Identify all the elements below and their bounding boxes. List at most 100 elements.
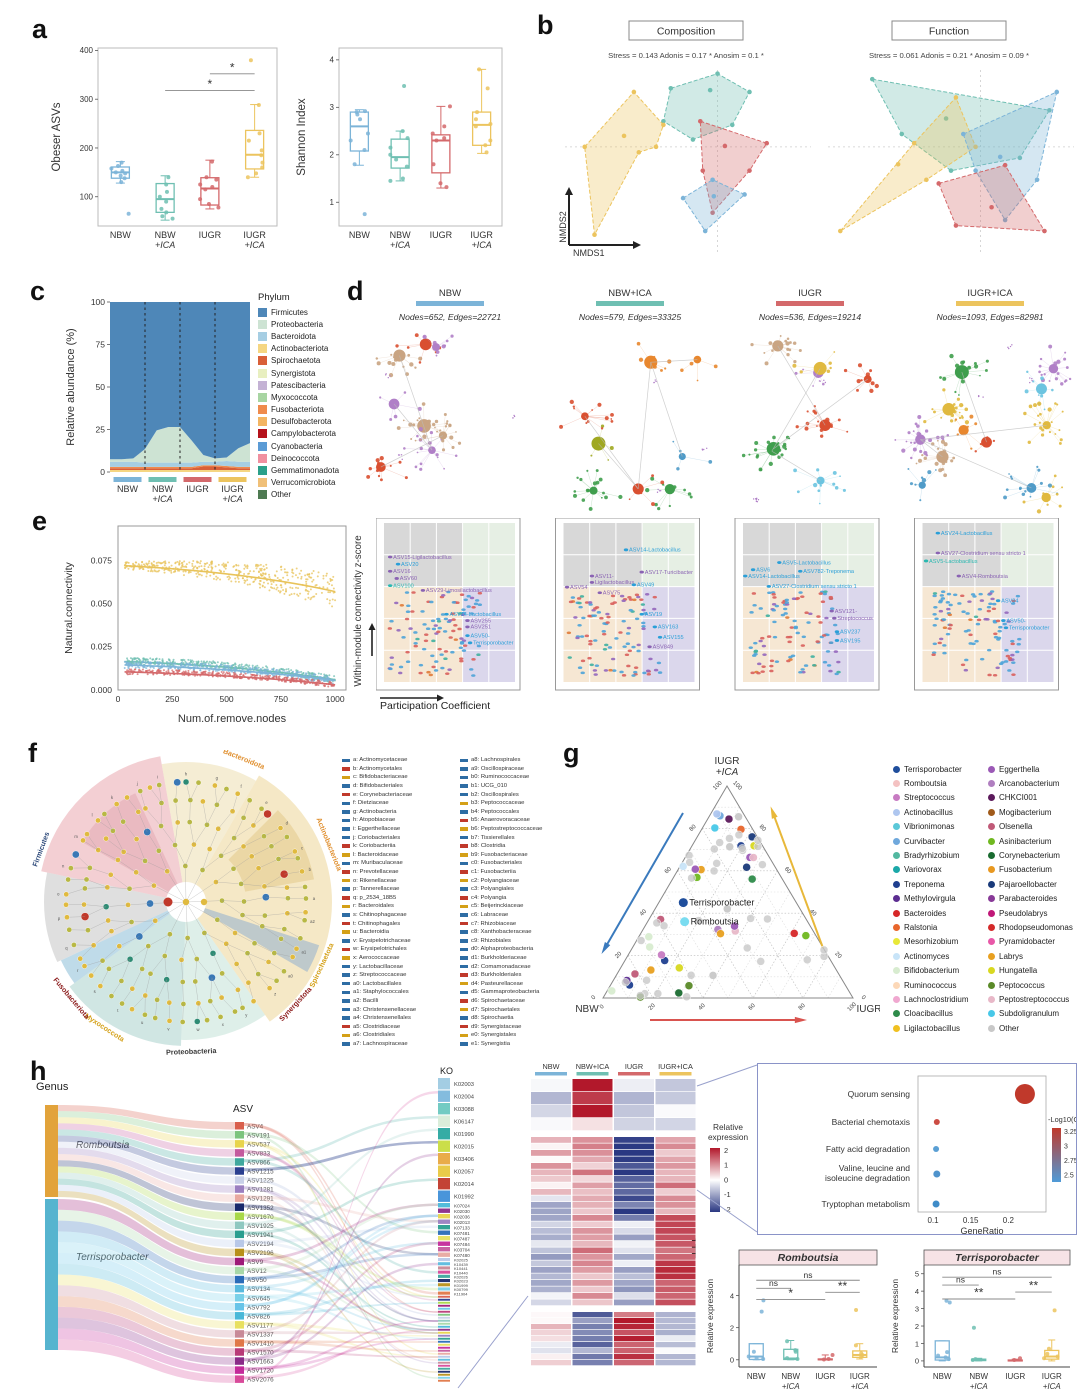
natural-connectivity-scatter: 0.000 0.025 0.050 0.075 0 250 500 750 1000 Natura… [58,516,356,728]
legend-item: i: Eggerthellaceae [342,825,416,834]
legend-item: d7: Spirochaetales [460,1005,542,1014]
networks-svg: NBW Nodes=652, Edges=22721 NBW+ICA Nodes=57… [366,288,1072,514]
legend-item: Cloacibacillus [893,1007,968,1021]
svg-text:+ICA: +ICA [390,240,410,250]
svg-text:+ICA: +ICA [851,1382,869,1391]
svg-text:NBW+ICA: NBW+ICA [608,288,652,299]
svg-text:ASV195: ASV195 [840,638,861,644]
legend-item: Bradyrhizobium [893,848,968,862]
legend-item: a3: Christensenellaceae [342,1005,416,1014]
svg-text:ASV1570: ASV1570 [247,1350,274,1357]
legend-item: c: Bifidobacteriaceae [342,773,416,782]
svg-text:ns: ns [993,1267,1002,1277]
svg-text:Stress = 0.061 Adonis = 0.21: Stress = 0.061 Adonis = 0.21 * Anosim = … [869,51,1029,60]
svg-text:ASV49: ASV49 [637,583,654,589]
legend-item: Peptococcus [988,978,1073,992]
legend-item: c9: Rhizobiales [460,936,542,945]
panel-label-b: b [537,10,554,40]
svg-text:K03088: K03088 [454,1107,474,1113]
svg-text:1: 1 [724,1161,728,1170]
legend-item: Arcanobacterium [988,776,1073,790]
legend-item: Rhodopseudomonas [988,920,1073,934]
svg-text:m: m [74,834,78,839]
svg-text:0: 0 [860,995,867,1002]
legend-item: Actinobacillus [893,805,968,819]
legend-item: c1: Fusobacteriia [460,868,542,877]
svg-text:NBW: NBW [747,1372,766,1381]
legend-item: Curvibacter [893,834,968,848]
svg-text:Natural.connectivity: Natural.connectivity [63,561,75,653]
svg-text:ASV1291: ASV1291 [247,1196,274,1203]
svg-text:NBW: NBW [117,484,139,494]
svg-text:Terrisporobacter: Terrisporobacter [1009,626,1050,632]
legend-item: a: Actinomycetaceae [342,756,416,765]
svg-text:Num.of.remove.nodes: Num.of.remove.nodes [178,713,287,725]
svg-text:d: d [286,821,289,826]
svg-text:IUGR: IUGR [470,230,493,240]
legend-item: b: Actinomycetales [342,765,416,774]
svg-text:ASV4: ASV4 [247,1123,264,1130]
svg-text:*: * [788,1286,793,1300]
legend-item: l: Bacteroidaceae [342,851,416,860]
svg-text:Within-module connectivity z-s: Within-module connectivity z-score [353,535,364,687]
phylum-legend: Phylum Firmicutes Proteobacteria Bacteroido… [258,292,339,501]
legend-item: Myxococcota [258,391,339,403]
legend-item: Lachnoclostridium [893,992,968,1006]
legend-item: Bacteroides [893,906,968,920]
svg-text:ASV84: ASV84 [1001,599,1018,605]
legend-item: Hungatella [988,963,1073,977]
svg-text:ASV251: ASV251 [470,625,491,631]
svg-text:40: 40 [698,1002,707,1011]
svg-text:0.1: 0.1 [927,1216,939,1225]
svg-text:x: x [222,1022,225,1027]
svg-text:ASV163: ASV163 [658,625,679,631]
legend-item: Verrucomicrobiota [258,477,339,489]
legend-item: Parabacteroides [988,892,1073,906]
svg-text:IUGR: IUGR [625,1062,643,1071]
legend-item: Peptostreptococcus [988,992,1073,1006]
panel-label-c: c [30,276,46,306]
legend-item: c4: Polyangia [460,894,542,903]
svg-text:ASV50-: ASV50- [470,633,489,639]
svg-text:h: h [185,772,188,777]
legend-item: b3: Peptococcaceae [460,799,542,808]
legend-item: Pajaroellobacter [988,877,1073,891]
svg-text:2.5: 2.5 [1064,1173,1074,1180]
panel-label-e: e [32,506,48,536]
svg-text:+ICA: +ICA [1043,1382,1061,1391]
legend-item: Terrisporobacter [893,762,968,776]
legend-item: Subdoligranulum [988,1007,1073,1021]
svg-text:**: ** [974,1286,984,1300]
svg-text:400: 400 [80,46,94,55]
svg-text:ASV2076: ASV2076 [247,1377,274,1384]
svg-text:ASV155: ASV155 [663,635,684,641]
svg-text:K02025: K02025 [454,1258,469,1263]
legend-item: Deinococcota [258,452,339,464]
legend-item: n: Prevotellaceae [342,868,416,877]
legend-item: c2: Polyangiaceae [460,876,542,885]
svg-text:IUGR: IUGR [1042,1372,1062,1381]
legend-item: d: Bifidobacteriales [342,782,416,791]
svg-text:3.25: 3.25 [1064,1129,1076,1136]
module-scatter-yaxis-svg: Within-module connectivity z-score [353,535,376,687]
svg-text:ASV1941: ASV1941 [247,1232,274,1239]
svg-text:4: 4 [915,1287,919,1296]
svg-text:NBW: NBW [155,230,177,240]
svg-text:K02026: K02026 [454,1275,469,1280]
svg-text:ASV14-Lactobacillus: ASV14-Lactobacillus [629,548,681,554]
svg-text:isoleucine degradation: isoleucine degradation [825,1173,910,1183]
legend-item: Proteobacteria [258,318,339,330]
legend-item: Ralstonia [893,920,968,934]
svg-text:Romboutsia: Romboutsia [778,1252,839,1264]
svg-text:20: 20 [833,951,842,960]
svg-text:ASV2196: ASV2196 [247,1250,274,1257]
ko-heatmap: NBW NBW+ICA IUGR IUGR+ICA [528,1060,700,1394]
svg-text:0: 0 [100,467,105,477]
svg-text:IUGR: IUGR [850,1372,870,1381]
legend-item: Ruminococcus [893,978,968,992]
svg-text:s: s [94,989,96,994]
svg-text:IUGR: IUGR [815,1372,835,1381]
